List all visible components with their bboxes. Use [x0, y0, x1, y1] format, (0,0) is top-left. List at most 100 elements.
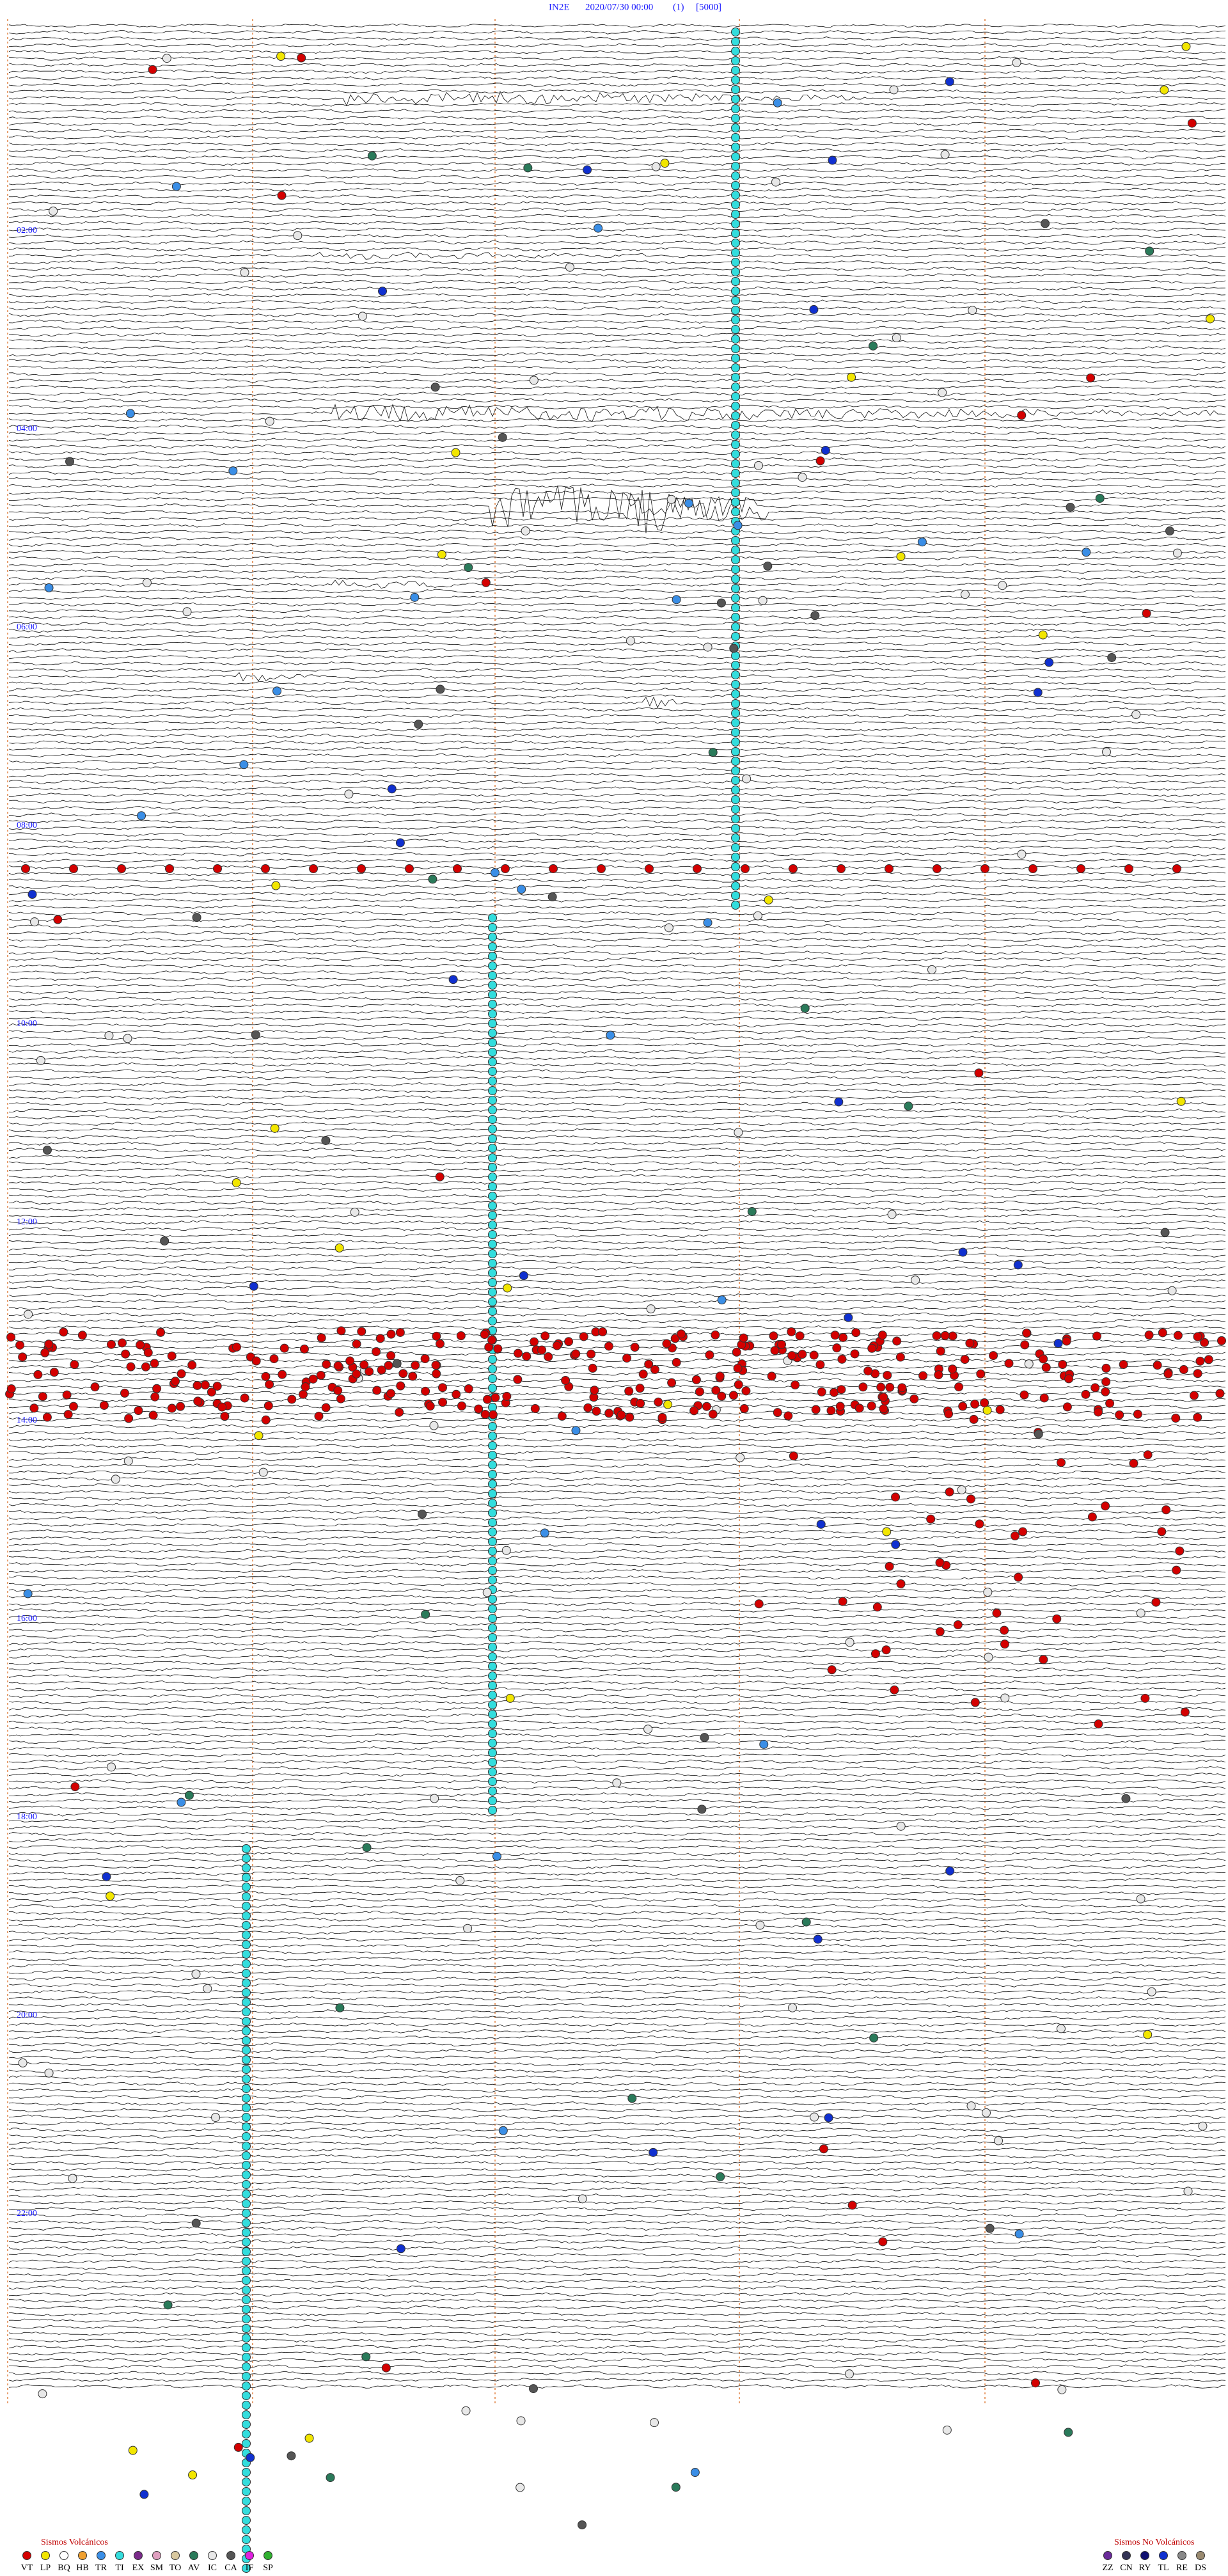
- tremor-dot: [731, 853, 740, 862]
- tremor-dot: [488, 1729, 497, 1738]
- event-dot: [801, 1917, 811, 1927]
- event-dot: [336, 1394, 345, 1403]
- event-dot: [636, 1398, 645, 1408]
- tremor-dot: [488, 1297, 497, 1306]
- trace: [8, 2016, 1226, 2021]
- event-dot: [885, 1561, 894, 1571]
- event-dot: [276, 51, 286, 61]
- trace: [8, 1108, 1226, 1113]
- tremor-dot: [242, 2420, 251, 2429]
- event-dot: [651, 162, 661, 171]
- event-dot: [1064, 2428, 1073, 2437]
- trace: [8, 1825, 1226, 1830]
- trace: [8, 1555, 1226, 1560]
- event-dot: [505, 1693, 515, 1703]
- event-dot: [1160, 1228, 1170, 1237]
- tremor-dot: [488, 1499, 497, 1508]
- tremor-dot: [242, 2094, 251, 2103]
- legend-swatch: [78, 2551, 87, 2560]
- event-dot: [980, 864, 989, 873]
- event-dot: [503, 1283, 512, 1293]
- trace: [8, 2035, 1226, 2041]
- legend-code: VT: [21, 2563, 33, 2573]
- event-dot: [1057, 1458, 1066, 1467]
- trace: [8, 696, 1226, 708]
- trace: [8, 2134, 1226, 2139]
- tremor-dot: [488, 1566, 497, 1575]
- event-dot: [150, 1359, 159, 1368]
- header: IN2E 2020/07/30 00:00 (1) [5000]: [549, 2, 721, 12]
- tremor-dot: [242, 1959, 251, 1968]
- event-dot: [882, 1527, 892, 1537]
- trace: [8, 266, 1226, 271]
- tremor-dot: [488, 1038, 497, 1047]
- event-dot: [895, 1352, 905, 1362]
- event-dot: [24, 1309, 33, 1319]
- tremor-dot: [731, 191, 740, 200]
- tremor-dot: [731, 75, 740, 84]
- event-dot: [420, 1354, 430, 1364]
- event-dot: [517, 885, 526, 894]
- trace: [8, 1128, 1226, 1133]
- tremor-dot: [731, 315, 740, 324]
- event-dot: [261, 864, 270, 873]
- event-dot: [436, 684, 445, 694]
- trace: [8, 1877, 1226, 1883]
- event-dot: [832, 1343, 842, 1353]
- trace: [9, 404, 1226, 422]
- event-dot: [523, 163, 533, 173]
- tremor-dot: [488, 1767, 497, 1776]
- event-dot: [1172, 864, 1181, 873]
- tremor-dot: [731, 613, 740, 622]
- event-dot: [481, 578, 491, 587]
- trace: [8, 2325, 1226, 2330]
- event-dot: [148, 1410, 158, 1420]
- tremor-dot: [488, 1787, 497, 1796]
- trace: [8, 2384, 1226, 2389]
- events: [5, 28, 1227, 2573]
- tremor-dot: [488, 1576, 497, 1584]
- trace: [8, 457, 1226, 462]
- legend-code: TO: [169, 2563, 181, 2573]
- tremor-dot: [488, 1125, 497, 1134]
- event-dot: [583, 165, 592, 175]
- event-dot: [917, 537, 927, 547]
- tremor-dot: [242, 2027, 251, 2035]
- event-dot: [59, 1327, 68, 1337]
- event-dot: [298, 1389, 308, 1399]
- event-dot: [773, 98, 782, 107]
- trace: [8, 280, 1226, 285]
- tremor-dot: [731, 488, 740, 497]
- trace: [8, 1207, 1226, 1212]
- tremor-dot: [488, 1115, 497, 1124]
- trace: [8, 1667, 1226, 1672]
- event-dot: [261, 1415, 271, 1425]
- trace: [8, 885, 1226, 890]
- trace: [8, 812, 1226, 817]
- event-dot: [896, 552, 906, 562]
- tremor-dot: [731, 574, 740, 583]
- tremor-dot: [488, 1700, 497, 1709]
- legend-swatch: [1103, 2551, 1112, 2560]
- event-dot: [960, 1355, 970, 1364]
- event-dot: [365, 1367, 374, 1377]
- event-dot: [777, 1339, 787, 1349]
- event-dot: [488, 1410, 498, 1419]
- event-dot: [953, 1620, 963, 1629]
- trace: [8, 1910, 1226, 1915]
- event-dot: [430, 1794, 439, 1803]
- tremor-dot: [731, 699, 740, 708]
- event-dot: [1144, 1331, 1154, 1340]
- event-dot: [165, 864, 174, 873]
- tremor-dot: [242, 2430, 251, 2438]
- event-dot: [624, 1386, 634, 1396]
- tremor-dot: [731, 795, 740, 804]
- tremor-dot: [488, 1633, 497, 1642]
- trace: [8, 1161, 1226, 1166]
- trace: [8, 1088, 1226, 1093]
- event-dot: [1038, 630, 1048, 640]
- tremor-dot: [242, 1902, 251, 1911]
- trace: [8, 168, 1226, 173]
- tremor-dot: [731, 325, 740, 334]
- event-dot: [662, 1339, 672, 1348]
